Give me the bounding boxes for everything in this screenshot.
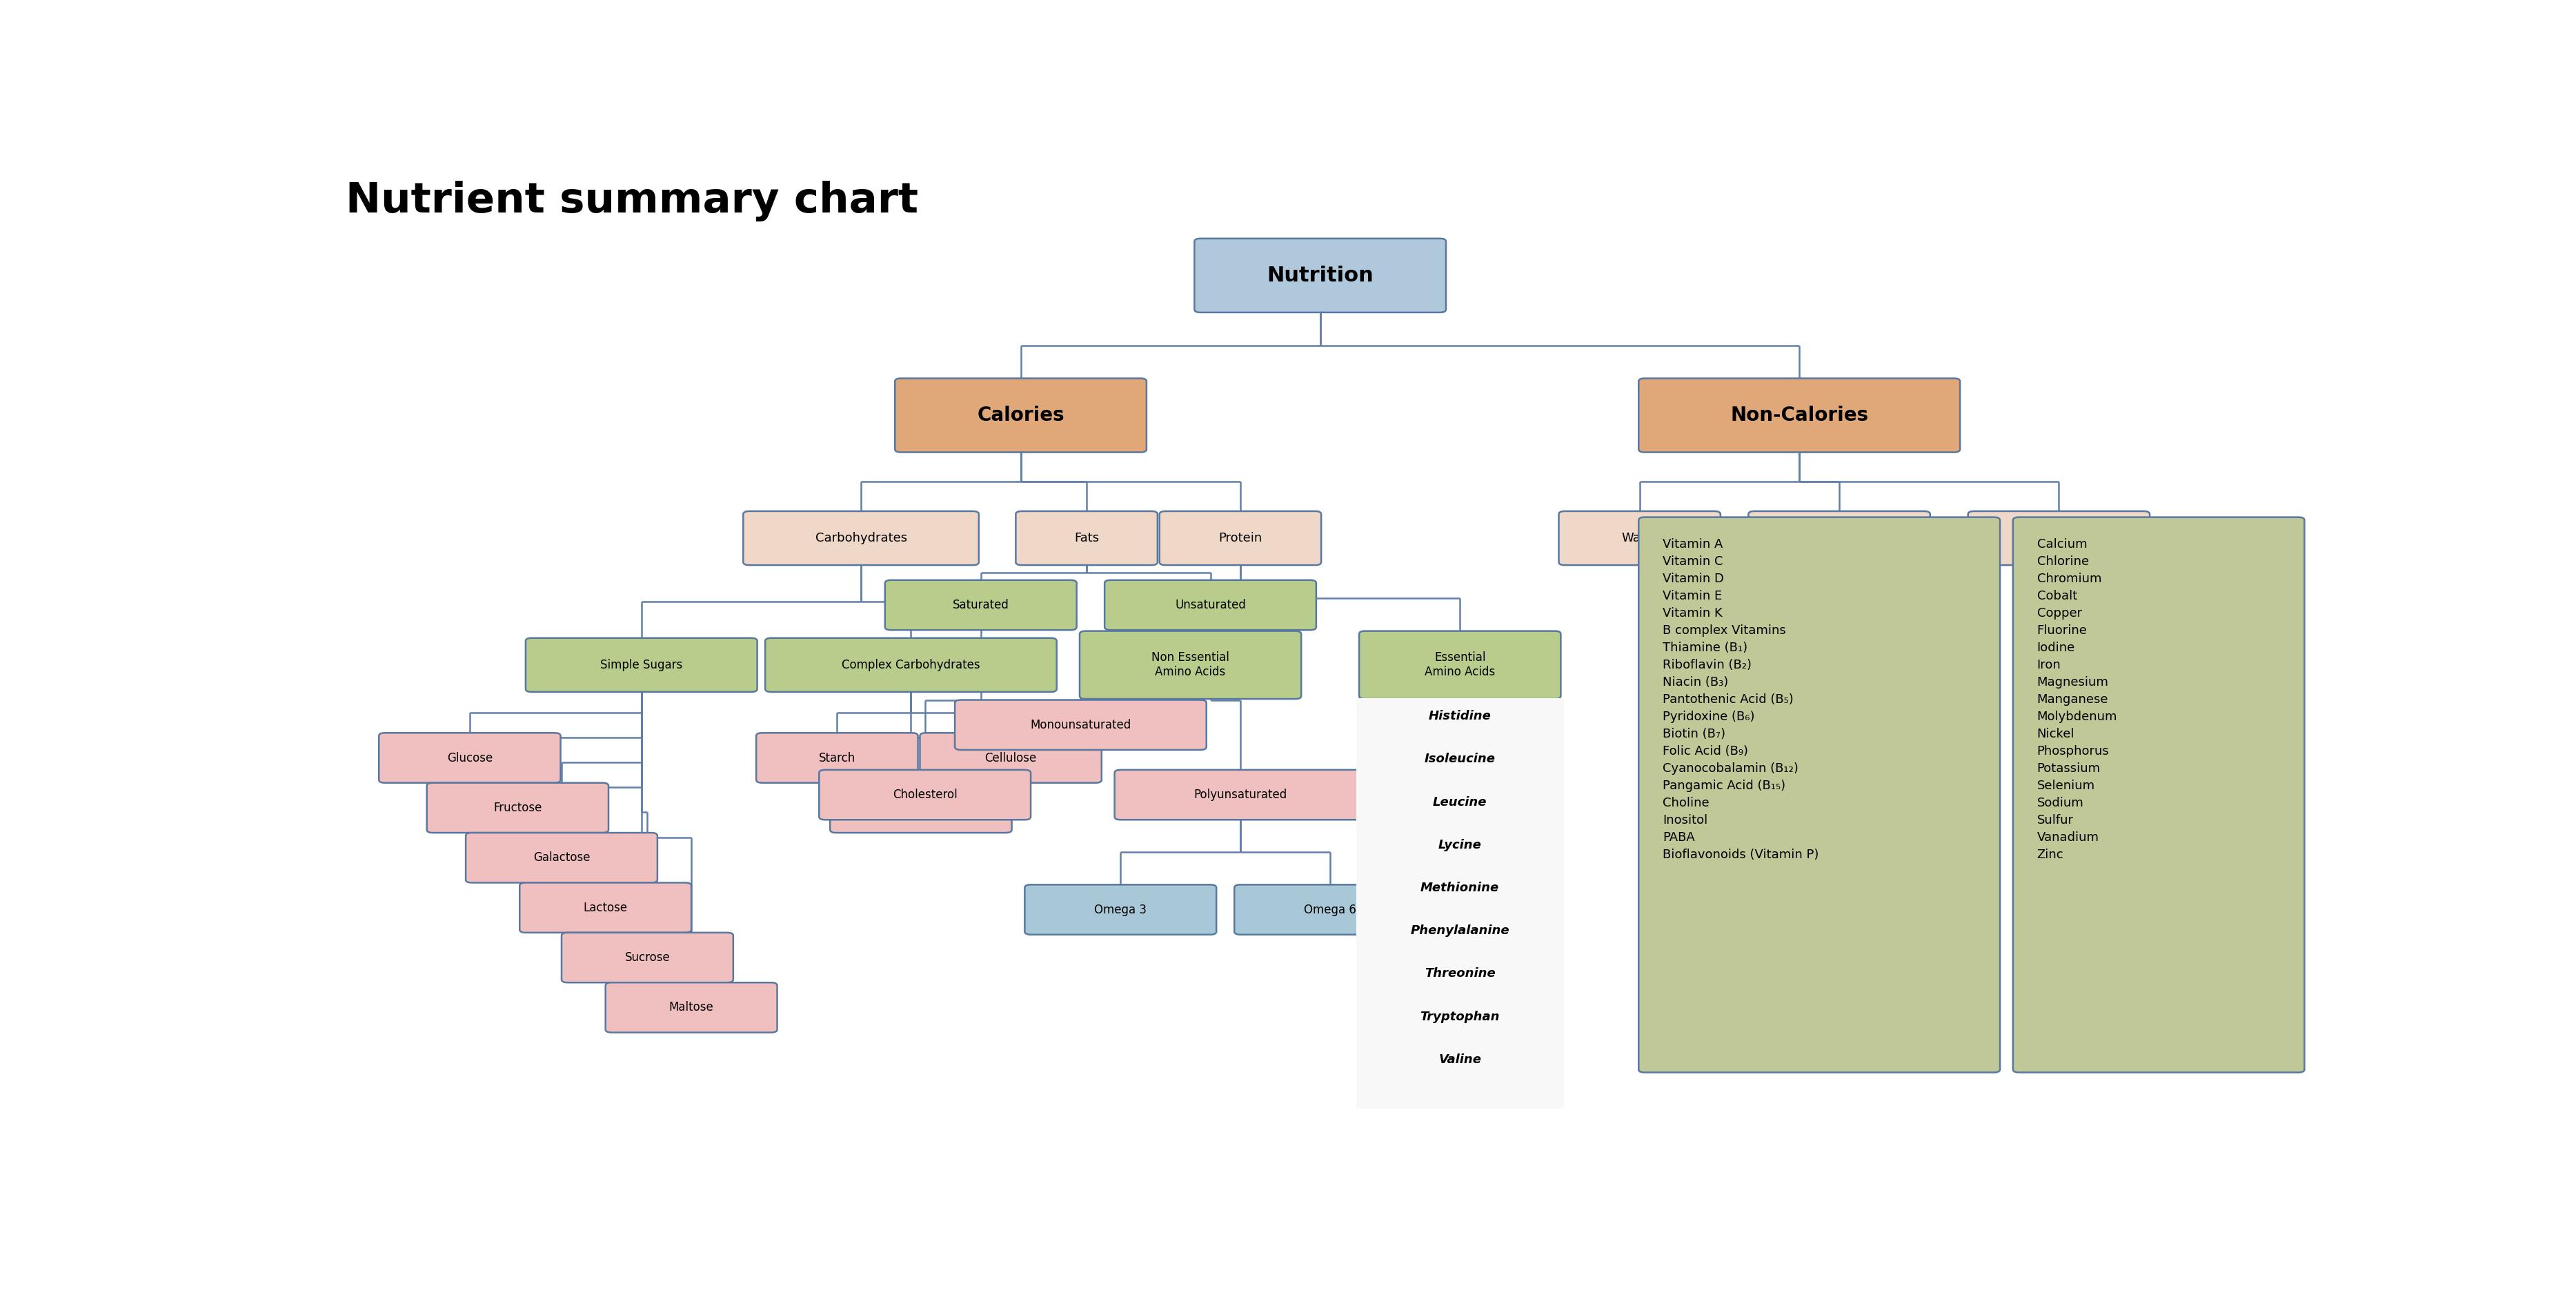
Text: Saturated: Saturated xyxy=(953,599,1010,611)
FancyBboxPatch shape xyxy=(1638,518,1999,1073)
Text: Fats: Fats xyxy=(1074,532,1100,545)
Text: Starch: Starch xyxy=(819,752,855,764)
Text: Essential
Amino Acids: Essential Amino Acids xyxy=(1425,651,1494,678)
FancyBboxPatch shape xyxy=(765,638,1056,691)
FancyBboxPatch shape xyxy=(894,379,1146,453)
Text: Carbohydrates: Carbohydrates xyxy=(814,532,907,545)
Text: Vitamins: Vitamins xyxy=(1811,532,1868,545)
Text: Threonine: Threonine xyxy=(1425,968,1497,981)
FancyBboxPatch shape xyxy=(1025,885,1216,935)
Text: Methionine: Methionine xyxy=(1419,882,1499,894)
Text: Histidine: Histidine xyxy=(1430,709,1492,722)
Text: Glucose: Glucose xyxy=(446,752,492,764)
Text: Glycogen: Glycogen xyxy=(894,802,948,815)
FancyBboxPatch shape xyxy=(526,638,757,691)
Text: Cellulose: Cellulose xyxy=(984,752,1036,764)
Text: Vitamin A
Vitamin C
Vitamin D
Vitamin E
Vitamin K
B complex Vitamins
Thiamine (B: Vitamin A Vitamin C Vitamin D Vitamin E … xyxy=(1662,538,1819,861)
Text: Complex Carbohydrates: Complex Carbohydrates xyxy=(842,659,979,671)
FancyBboxPatch shape xyxy=(956,700,1206,750)
FancyBboxPatch shape xyxy=(379,733,562,783)
Text: Nutrition: Nutrition xyxy=(1267,266,1373,285)
FancyBboxPatch shape xyxy=(886,580,1077,630)
Text: Lactose: Lactose xyxy=(582,901,629,914)
FancyBboxPatch shape xyxy=(819,770,1030,820)
FancyBboxPatch shape xyxy=(757,733,917,783)
Text: Simple Sugars: Simple Sugars xyxy=(600,659,683,671)
FancyBboxPatch shape xyxy=(1968,511,2151,565)
FancyBboxPatch shape xyxy=(1115,770,1365,820)
FancyBboxPatch shape xyxy=(1638,379,1960,453)
FancyBboxPatch shape xyxy=(466,833,657,883)
Text: Calcium
Chlorine
Chromium
Cobalt
Copper
Fluorine
Iodine
Iron
Magnesium
Manganese: Calcium Chlorine Chromium Cobalt Copper … xyxy=(2038,538,2117,861)
FancyBboxPatch shape xyxy=(520,883,690,933)
FancyBboxPatch shape xyxy=(428,783,608,833)
Text: Water: Water xyxy=(1620,532,1659,545)
Text: Isoleucine: Isoleucine xyxy=(1425,752,1497,765)
FancyBboxPatch shape xyxy=(920,733,1103,783)
Text: Sucrose: Sucrose xyxy=(626,952,670,964)
FancyBboxPatch shape xyxy=(1360,632,1561,699)
FancyBboxPatch shape xyxy=(1015,511,1157,565)
Text: Valine: Valine xyxy=(1437,1053,1481,1066)
Text: Calories: Calories xyxy=(976,406,1064,425)
Text: Lycine: Lycine xyxy=(1437,839,1481,851)
Text: Unsaturated: Unsaturated xyxy=(1175,599,1247,611)
Text: Minerals: Minerals xyxy=(2032,532,2084,545)
Text: Nutrient summary chart: Nutrient summary chart xyxy=(345,180,920,222)
Text: Cholesterol: Cholesterol xyxy=(891,789,958,802)
FancyBboxPatch shape xyxy=(1234,885,1427,935)
Text: Tryptophan: Tryptophan xyxy=(1419,1010,1499,1023)
Text: Protein: Protein xyxy=(1218,532,1262,545)
FancyBboxPatch shape xyxy=(1749,511,1929,565)
Text: Polyunsaturated: Polyunsaturated xyxy=(1193,789,1288,802)
FancyBboxPatch shape xyxy=(2012,518,2306,1073)
Text: Galactose: Galactose xyxy=(533,852,590,864)
Text: Non-Calories: Non-Calories xyxy=(1731,406,1868,425)
Text: Phenylalanine: Phenylalanine xyxy=(1412,925,1510,936)
Text: Maltose: Maltose xyxy=(670,1001,714,1014)
FancyBboxPatch shape xyxy=(1159,511,1321,565)
FancyBboxPatch shape xyxy=(1355,698,1564,1109)
Text: Monounsaturated: Monounsaturated xyxy=(1030,719,1131,732)
Text: Non Essential
Amino Acids: Non Essential Amino Acids xyxy=(1151,651,1229,678)
FancyBboxPatch shape xyxy=(1195,239,1445,313)
Text: Fructose: Fructose xyxy=(495,802,541,815)
Text: Omega 6: Omega 6 xyxy=(1303,904,1358,916)
Text: Leucine: Leucine xyxy=(1432,796,1486,808)
FancyBboxPatch shape xyxy=(1105,580,1316,630)
FancyBboxPatch shape xyxy=(562,933,734,983)
FancyBboxPatch shape xyxy=(1558,511,1721,565)
FancyBboxPatch shape xyxy=(829,783,1012,833)
FancyBboxPatch shape xyxy=(1079,632,1301,699)
Text: Omega 3: Omega 3 xyxy=(1095,904,1146,916)
FancyBboxPatch shape xyxy=(744,511,979,565)
FancyBboxPatch shape xyxy=(605,983,778,1032)
